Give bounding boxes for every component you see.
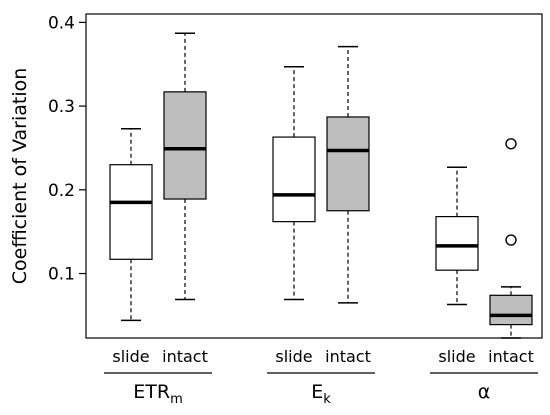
iqr-box — [489, 294, 533, 326]
box-intact — [489, 138, 533, 339]
x-tick-label-intact: intact — [488, 347, 534, 366]
y-tick-label: 0.1 — [48, 265, 75, 285]
group-label: α — [478, 381, 491, 403]
y-axis-title: Coefficient of Variation — [9, 68, 31, 285]
group-label-subscript: m — [170, 392, 183, 407]
x-tick-label-intact: intact — [325, 347, 371, 366]
y-tick-label: 0.3 — [48, 97, 75, 117]
x-tick-label-intact: intact — [162, 347, 208, 366]
y-tick-label: 0.2 — [48, 181, 75, 201]
box-series — [109, 32, 533, 339]
iqr-box — [272, 136, 316, 223]
box-intact — [163, 32, 207, 301]
group-label: ETRm — [133, 381, 182, 407]
box-group-3 — [435, 138, 533, 339]
x-tick-label-slide: slide — [275, 347, 312, 366]
box-slide — [272, 65, 316, 301]
x-tick-label-slide: slide — [112, 347, 149, 366]
outlier-point — [505, 234, 517, 246]
x-tick-label-slide: slide — [438, 347, 475, 366]
iqr-box — [326, 116, 370, 212]
x-axis-labels: slide intact ETRm slide intact Ek slide intact α — [104, 347, 538, 407]
iqr-box — [109, 164, 153, 260]
y-axis: 0.1 0.2 0.3 0.4 — [48, 13, 86, 285]
box-group-2 — [272, 45, 370, 304]
iqr-box — [163, 91, 207, 200]
iqr-box — [435, 216, 479, 271]
plot-frame — [85, 13, 543, 339]
group-label-subscript: k — [323, 392, 331, 407]
group-label: Ek — [311, 381, 331, 407]
box-slide — [109, 127, 153, 322]
y-tick-label: 0.4 — [48, 13, 75, 33]
box-group-1 — [109, 32, 207, 322]
outlier-point — [505, 138, 517, 150]
box-intact — [326, 45, 370, 304]
box-slide — [435, 166, 479, 306]
